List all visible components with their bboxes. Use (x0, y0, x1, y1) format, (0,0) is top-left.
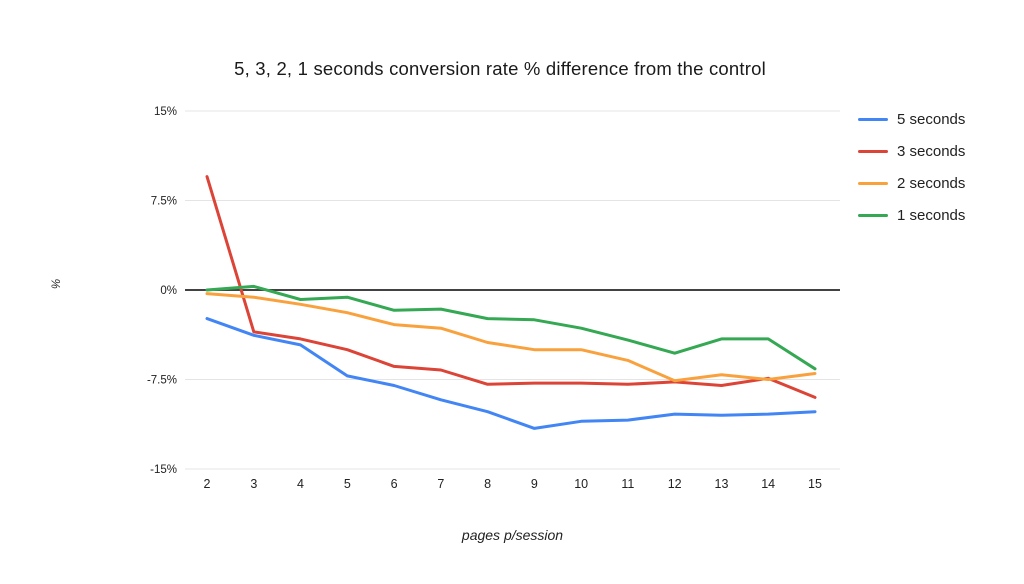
x-tick-label: 3 (250, 477, 257, 491)
legend-line-swatch (858, 213, 888, 217)
x-tick-label: 14 (761, 477, 775, 491)
y-tick-label: -7.5% (147, 374, 177, 386)
x-tick-label: 11 (621, 477, 634, 491)
series-line-2-seconds (205, 292, 817, 383)
x-tick-label: 15 (808, 477, 822, 491)
y-axis-title: % (51, 278, 63, 290)
series-line-1-seconds (205, 284, 817, 371)
legend-label: 3 seconds (897, 142, 966, 160)
x-tick-label: 13 (715, 477, 729, 491)
legend-line-swatch (858, 181, 888, 185)
x-tick-label: 9 (531, 477, 538, 491)
legend-item: 1 seconds (858, 199, 965, 231)
series-line-3-seconds (205, 175, 817, 399)
legend-label: 2 seconds (897, 174, 966, 192)
legend-label: 1 seconds (897, 206, 966, 224)
y-tick-label: 0% (160, 285, 177, 297)
x-tick-label: 2 (204, 477, 211, 491)
legend-line-swatch (858, 117, 888, 121)
x-tick-label: 5 (344, 477, 351, 491)
series-line-5-seconds (205, 317, 817, 430)
legend-item: 2 seconds (858, 167, 965, 199)
legend-label: 5 seconds (897, 110, 966, 128)
x-tick-label: 12 (668, 477, 682, 491)
y-tick-label: 7.5% (151, 196, 177, 208)
legend-item: 5 seconds (858, 103, 965, 135)
legend-line-swatch (858, 149, 888, 153)
x-tick-label: 10 (574, 477, 588, 491)
x-axis-title: pages p/session (461, 527, 564, 543)
y-tick-label: -15% (150, 464, 177, 476)
x-tick-label: 4 (297, 477, 304, 491)
legend: 5 seconds 3 seconds 2 seconds 1 seconds (858, 103, 965, 231)
x-tick-label: 6 (391, 477, 398, 491)
x-tick-label: 8 (484, 477, 491, 491)
chart-title: 5, 3, 2, 1 seconds conversion rate % dif… (234, 58, 766, 79)
y-tick-label: 15% (154, 106, 177, 118)
legend-item: 3 seconds (858, 135, 965, 167)
x-tick-label: 7 (437, 477, 444, 491)
